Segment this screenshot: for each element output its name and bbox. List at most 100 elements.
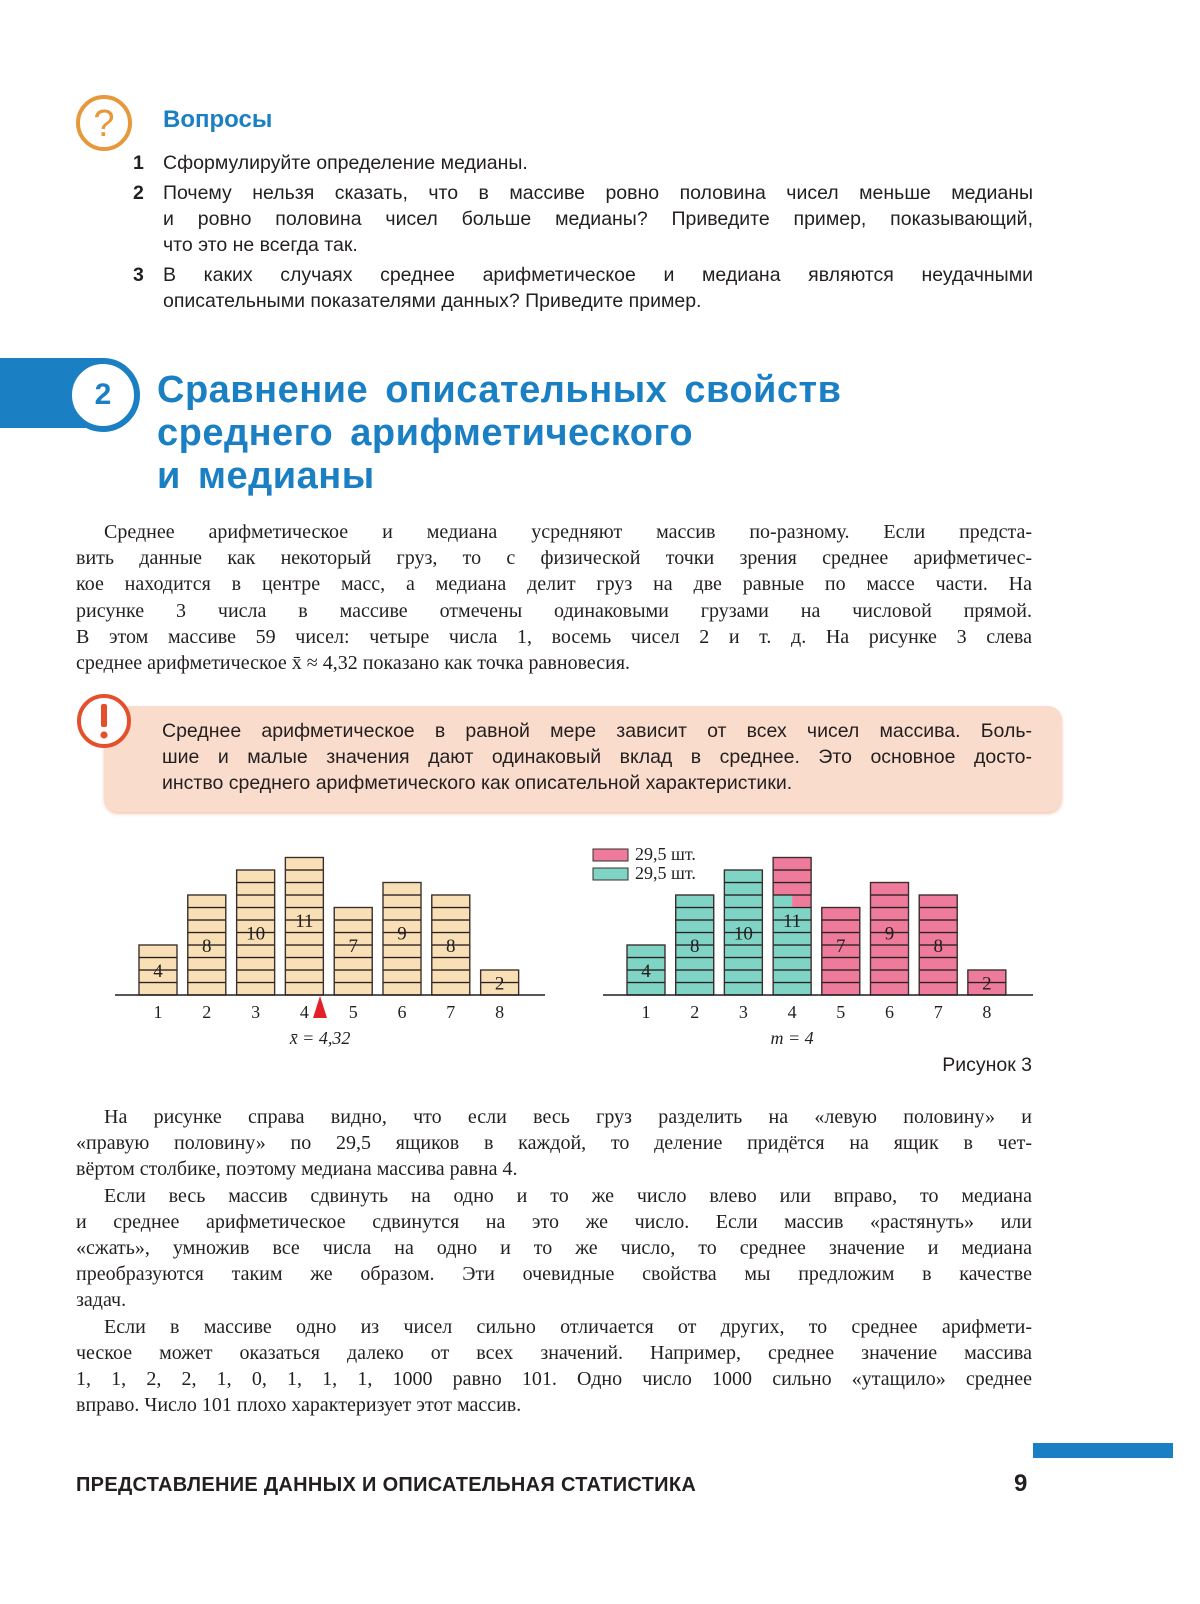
section-title-line: Сравнение описательных свойств — [157, 369, 842, 411]
box — [333, 919, 373, 934]
box — [723, 981, 763, 996]
text-line: рисунке 3 числа в массиве отмечены одина… — [76, 599, 1032, 622]
data-label: 8 — [446, 936, 456, 957]
tick-label: 1 — [154, 1002, 163, 1022]
box — [431, 981, 471, 996]
box — [626, 981, 666, 996]
box — [333, 906, 373, 921]
data-label: 4 — [641, 961, 651, 982]
box — [284, 894, 324, 909]
question-circle-icon: ? — [75, 94, 133, 157]
tick-label: 5 — [836, 1002, 845, 1022]
box — [431, 969, 471, 984]
box — [187, 956, 227, 971]
box — [918, 956, 958, 971]
tick-label: 3 — [739, 1002, 748, 1022]
box — [333, 956, 373, 971]
text-line: вёртом столбике, поэтому медиана массива… — [76, 1158, 518, 1181]
text-line: Если в массиве одно из чисел сильно отли… — [104, 1315, 1032, 1338]
box — [187, 906, 227, 921]
text-line: Сформулируйте определение медианы. — [163, 152, 528, 174]
box — [236, 869, 276, 884]
text-line: и ровно половина чисел больше медианы? П… — [163, 208, 1033, 231]
box — [675, 981, 715, 996]
box — [284, 969, 324, 984]
box — [236, 981, 276, 996]
data-label: 4 — [153, 961, 163, 982]
text-line: задач. — [76, 1289, 127, 1312]
box — [918, 981, 958, 996]
box — [675, 894, 715, 909]
text-line: Если весь массив сдвинуть на одно и то ж… — [104, 1184, 1032, 1207]
tick-label: 6 — [398, 1002, 407, 1022]
body-text: На рисунке справа видно, что если весь г… — [76, 1104, 1032, 1418]
box — [284, 869, 324, 884]
box — [187, 981, 227, 996]
question-item: 2 Почему нельзя сказать, что в массиве ро… — [133, 180, 1033, 259]
box — [821, 919, 861, 934]
tick-label: 7 — [446, 1002, 455, 1022]
box — [772, 869, 812, 884]
intro-paragraph: Среднее арифметическое и медиана усредня… — [76, 519, 1032, 676]
box — [821, 956, 861, 971]
data-label: 10 — [246, 924, 265, 945]
text-line: В каких случаях среднее арифметическое и… — [163, 264, 1033, 286]
box — [772, 981, 812, 996]
box — [869, 906, 910, 921]
box — [675, 956, 715, 971]
tick-label: 2 — [690, 1002, 699, 1022]
box — [236, 956, 276, 971]
text-line: преобразуются таким же образом. Эти очев… — [76, 1263, 1032, 1286]
tick-label: 2 — [202, 1002, 211, 1022]
marker-label: x̄ = 4,32 — [289, 1028, 351, 1048]
tick-label: 4 — [300, 1002, 309, 1022]
text-line: инство среднего арифметического как опис… — [162, 772, 793, 795]
text-line: вправо. Число 101 плохо характеризует эт… — [76, 1394, 522, 1417]
box — [382, 881, 422, 896]
note-text: Среднее арифметическое в равной мере зав… — [162, 718, 1032, 797]
question-number: 1 — [133, 152, 144, 174]
box — [138, 981, 178, 996]
question-item: 3 В каких случаях среднее арифметическое … — [133, 262, 1033, 314]
figure-caption: Рисунок 3 — [942, 1054, 1032, 1076]
box — [723, 944, 763, 959]
text-line: вить данные как некоторый груз, то с физ… — [76, 547, 1032, 570]
text-line: описательными показателями данных? Приве… — [163, 290, 702, 313]
question-item: 1 Сформулируйте определение медианы. — [133, 150, 1033, 176]
box — [626, 944, 666, 959]
box — [382, 981, 422, 996]
question-number: 2 — [133, 182, 144, 204]
section-title: Сравнение описательных свойств среднего … — [157, 369, 842, 498]
box — [187, 969, 227, 984]
data-label: 8 — [933, 936, 943, 957]
box-right-half — [792, 895, 812, 908]
box — [236, 906, 276, 921]
box — [236, 881, 276, 896]
box — [918, 919, 958, 934]
legend-swatch — [592, 848, 629, 862]
box — [772, 856, 812, 871]
box — [723, 956, 763, 971]
box — [138, 944, 178, 959]
box — [723, 969, 763, 984]
data-label: 10 — [734, 924, 753, 945]
box — [333, 969, 373, 984]
text-line: «правую половину» по 29,5 ящиков в каждо… — [76, 1132, 1032, 1155]
tick-label: 3 — [251, 1002, 260, 1022]
tick-label: 7 — [934, 1002, 943, 1022]
box-left-half — [773, 895, 793, 908]
tick-label: 5 — [349, 1002, 358, 1022]
box — [382, 906, 422, 921]
question-number: 3 — [133, 264, 144, 286]
box — [236, 944, 276, 959]
box — [869, 969, 910, 984]
data-label: 2 — [982, 974, 992, 995]
svg-text:?: ? — [93, 103, 114, 145]
box — [723, 894, 763, 909]
chart-median: 4 1 8 2 10 3 11 4 7 5 9 6 8 7 2 8 m = 4 29,5 шт.29,5 шт. — [592, 844, 1033, 1048]
data-label: 7 — [836, 936, 846, 957]
box — [918, 894, 958, 909]
text-line: что это не всегда так. — [163, 234, 358, 257]
tick-label: 8 — [982, 1002, 991, 1022]
box — [821, 981, 861, 996]
